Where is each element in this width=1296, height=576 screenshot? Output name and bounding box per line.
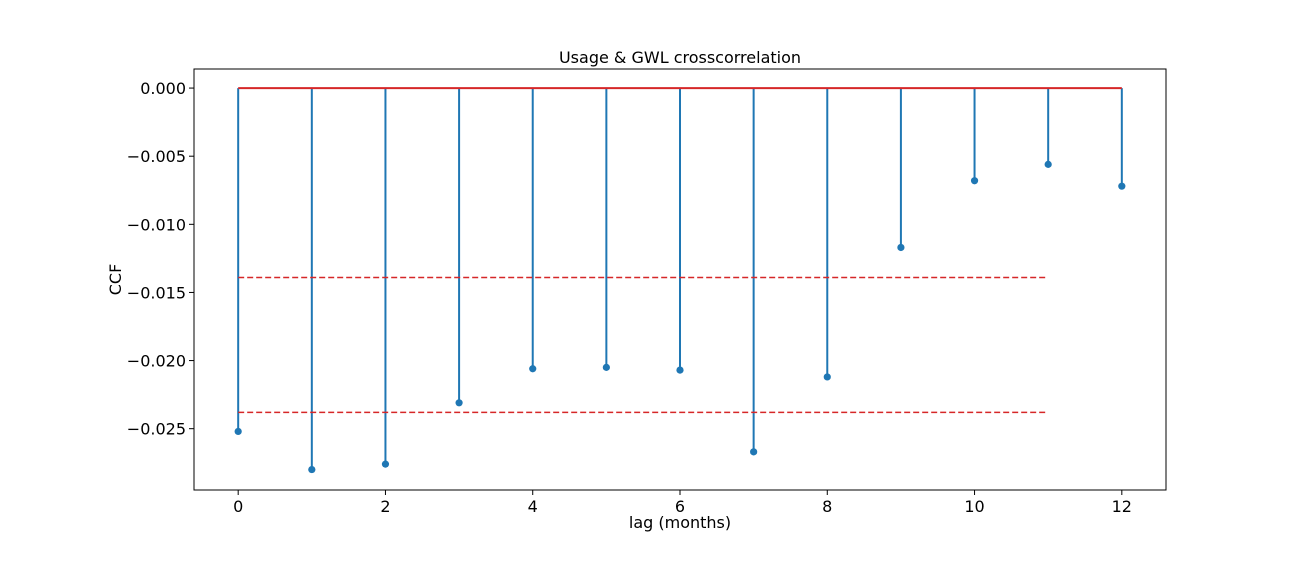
y-tick-label: −0.005: [127, 147, 186, 166]
x-tick-label: 6: [675, 497, 685, 516]
stem-marker: [1044, 160, 1052, 168]
x-tick-label: 2: [380, 497, 390, 516]
x-tick-label: 10: [964, 497, 984, 516]
stem-marker: [602, 363, 610, 371]
y-tick-label: −0.010: [127, 215, 186, 234]
x-tick-label: 8: [822, 497, 832, 516]
stem-marker: [750, 448, 758, 456]
stem-marker: [308, 465, 316, 474]
chart-title: Usage & GWL crosscorrelation: [559, 48, 801, 67]
stem-marker: [455, 399, 463, 407]
x-axis-label: lag (months): [629, 513, 731, 532]
x-tick-label: 0: [233, 497, 243, 516]
stem-marker: [234, 427, 242, 436]
stem-marker: [381, 460, 390, 468]
y-tick-label: 0.000: [140, 79, 186, 98]
y-axis-label: CCF: [106, 264, 125, 296]
x-tick-label: 12: [1112, 497, 1132, 516]
axis-ticks: 0 2 4 6 8 10 12 0.000 −0.005 −0.010 −0.015 −0.020 −0…: [127, 79, 1132, 516]
x-tick-label: 4: [528, 497, 538, 516]
stem-marker: [823, 373, 831, 381]
plot-frame: [193, 68, 1167, 491]
stem-marker: [529, 365, 537, 373]
stem-marker: [676, 366, 684, 374]
y-tick-label: −0.025: [127, 420, 186, 439]
y-tick-label: −0.015: [127, 283, 186, 302]
y-tick-label: −0.020: [127, 352, 186, 371]
stem-marker: [897, 243, 905, 252]
stem-marker: [1118, 182, 1126, 190]
plot-area: [234, 87, 1126, 474]
stem-marker: [970, 177, 979, 185]
